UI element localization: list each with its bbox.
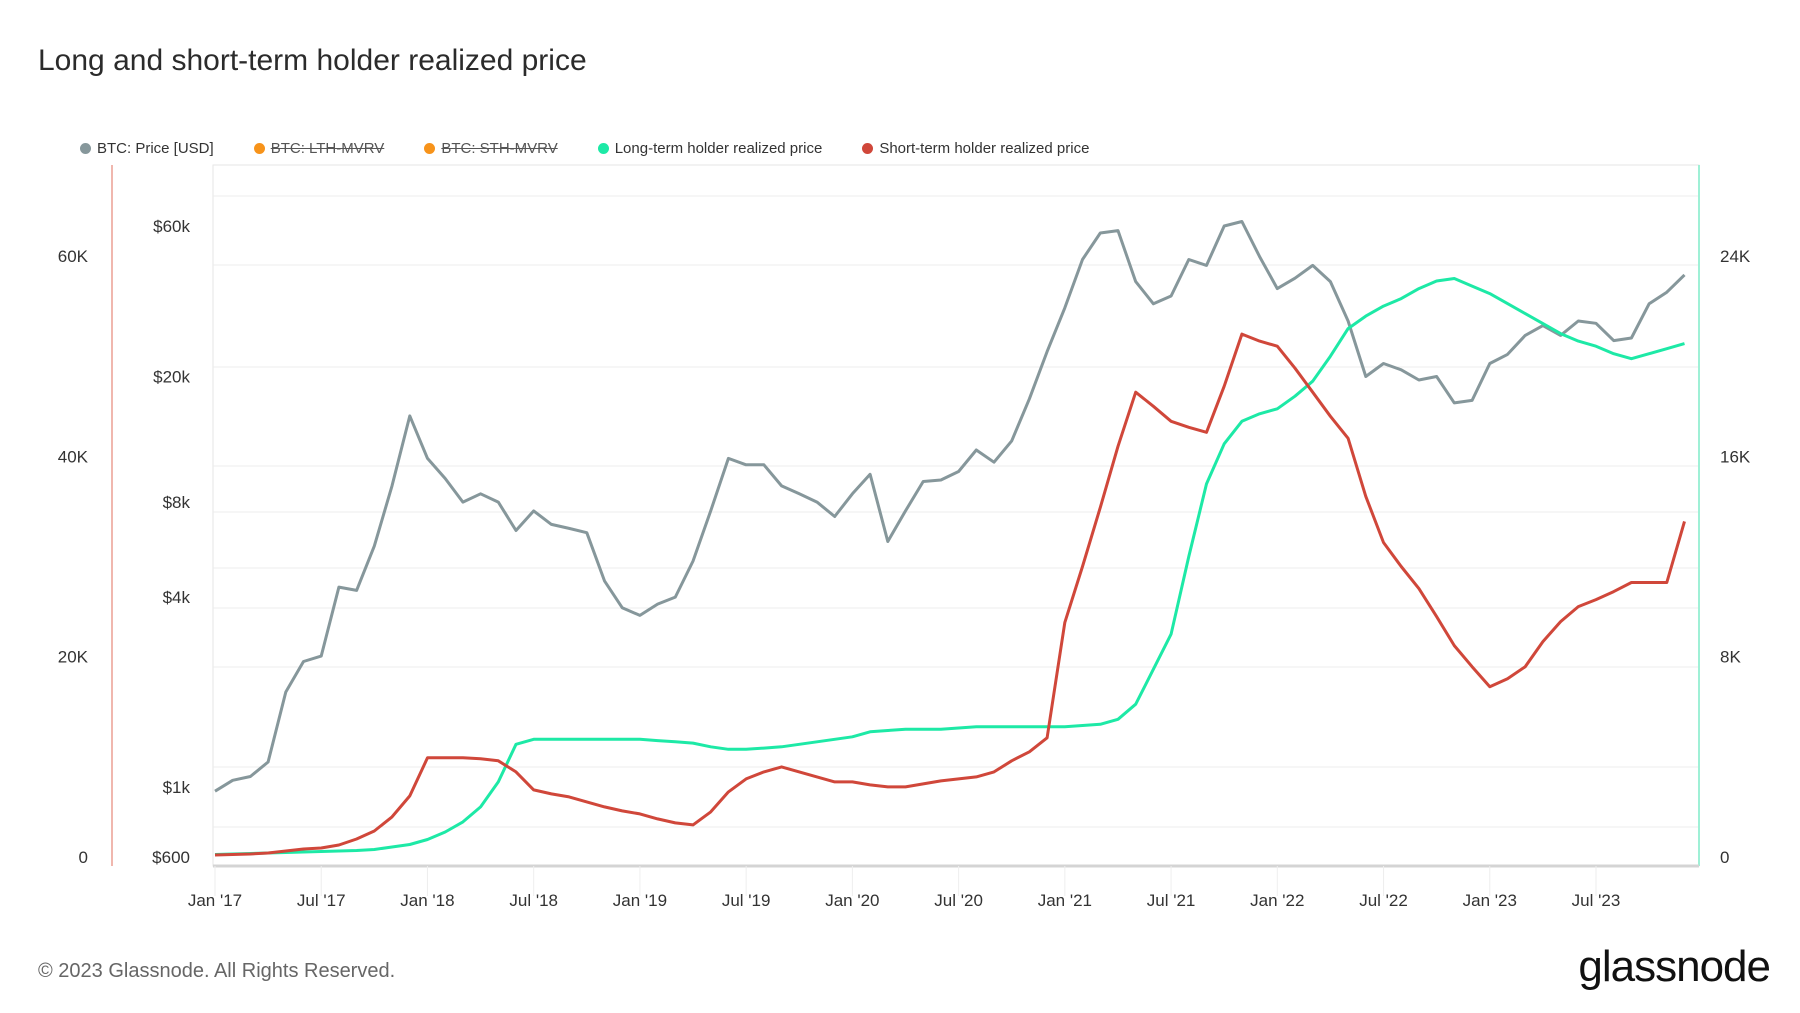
- legend-label: BTC: Price [USD]: [97, 140, 214, 157]
- legend-label: Short-term holder realized price: [879, 140, 1090, 157]
- series-line-sth-realized-price: [214, 332, 1686, 857]
- price-axis-label: $20k: [153, 368, 190, 387]
- legend-item-sth-mvrv[interactable]: BTC: STH-MVRV: [424, 140, 558, 157]
- x-tick-label: Jul '23: [1572, 891, 1621, 910]
- x-tick-label: Jan '22: [1250, 891, 1304, 910]
- price-axis-label: $60k: [153, 217, 190, 236]
- left-axis-label: 0: [79, 848, 88, 867]
- glassnode-logo: glassnode: [1578, 942, 1771, 991]
- x-tick-label: Jul '22: [1359, 891, 1408, 910]
- plot-frame: [212, 164, 1700, 867]
- x-tick-label: Jul '17: [297, 891, 346, 910]
- legend-label: Long-term holder realized price: [614, 140, 823, 157]
- price-axis-label: $1k: [163, 778, 191, 797]
- left-axis-label: 60K: [58, 247, 89, 266]
- legend-dot-icon: [862, 143, 874, 154]
- legend: BTC: Price [USD] BTC: LTH-MVRV BTC: STH-…: [80, 140, 1089, 157]
- right-axis-label: 0: [1720, 848, 1729, 867]
- price-axis-label: $8k: [163, 493, 191, 512]
- left-axis-label: 20K: [58, 648, 89, 667]
- x-tick-label: Jul '21: [1147, 891, 1196, 910]
- chart-title: Long and short-term holder realized pric…: [38, 44, 587, 77]
- x-tick-label: Jan '21: [1038, 891, 1092, 910]
- right-axis-label: 8K: [1720, 648, 1741, 667]
- right-axis-label: 16K: [1720, 447, 1751, 466]
- x-tick-label: Jul '20: [934, 891, 983, 910]
- legend-dot-icon: [80, 143, 91, 154]
- price-axis-label: $4k: [163, 588, 191, 607]
- series-line-btc-price: [214, 220, 1686, 793]
- x-tick-label: Jan '18: [400, 891, 454, 910]
- x-tick-label: Jan '19: [613, 891, 667, 910]
- right-axis-label: 24K: [1720, 247, 1751, 266]
- legend-dot-icon: [253, 143, 265, 154]
- legend-dot-icon: [424, 143, 436, 154]
- legend-item-lth-mvrv[interactable]: BTC: LTH-MVRV: [253, 140, 385, 157]
- legend-item-lth-realized[interactable]: Long-term holder realized price: [597, 140, 823, 157]
- x-tick-label: Jul '18: [509, 891, 558, 910]
- x-tick-label: Jan '23: [1463, 891, 1517, 910]
- x-tick-label: Jan '20: [825, 891, 879, 910]
- legend-item-btc-price[interactable]: BTC: Price [USD]: [80, 140, 214, 157]
- left-axis-label: 40K: [58, 447, 89, 466]
- legend-dot-icon: [597, 143, 609, 154]
- legend-label: BTC: LTH-MVRV: [270, 140, 385, 157]
- series-line-lth-realized-price: [214, 277, 1685, 856]
- copyright: © 2023 Glassnode. All Rights Reserved.: [38, 960, 396, 982]
- x-tick-label: Jan '17: [188, 891, 242, 910]
- x-tick-label: Jul '19: [722, 891, 771, 910]
- price-axis-label: $600: [152, 848, 190, 867]
- legend-item-sth-realized[interactable]: Short-term holder realized price: [862, 140, 1089, 157]
- legend-label: BTC: STH-MVRV: [441, 140, 558, 157]
